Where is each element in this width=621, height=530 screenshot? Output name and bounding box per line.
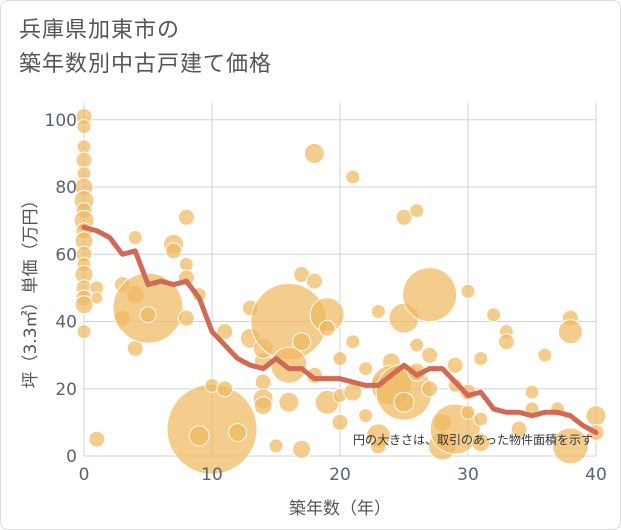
data-bubble [318,319,336,337]
data-bubble [305,272,323,290]
chart-title: 兵庫県加東市の 築年数別中古戸建て価格 [19,14,272,82]
tick-labels: 0 20 40 60 80 100 0 10 20 30 40 [45,111,607,485]
data-bubble [370,303,386,319]
data-bubble [497,333,515,351]
data-bubble [471,433,491,453]
data-bubble [345,334,361,350]
y-tick-label: 0 [66,447,77,467]
data-bubble [88,430,106,448]
data-bubble [303,142,325,164]
x-tick-label: 20 [329,465,351,485]
data-bubble [395,208,413,226]
data-bubble [369,437,387,455]
y-tick-label: 100 [45,111,77,131]
data-bubble [358,408,374,424]
x-tick-label: 30 [457,465,479,485]
data-bubble [524,384,540,400]
y-tick-label: 40 [55,313,77,333]
data-bubble [537,347,553,363]
data-bubble [409,203,425,219]
data-bubble [90,291,104,305]
data-bubble [421,346,439,364]
data-bubble [486,307,502,323]
data-bubble [292,332,312,352]
data-bubble [331,413,349,431]
data-bubble [216,380,234,398]
data-bubble [473,351,489,367]
data-bubble [76,119,92,135]
data-bubble [228,422,248,442]
y-axis-label: 坪（3.3㎡）単価（万円） [21,191,41,388]
data-bubble [358,361,374,377]
trend-layer [81,224,599,435]
data-bubble [178,256,194,272]
y-tick-label: 20 [55,380,77,400]
chart-title-line2: 築年数別中古戸建て価格 [19,52,273,77]
data-bubble [278,391,300,413]
x-tick-label: 0 [79,465,90,485]
data-bubble [268,438,284,454]
x-axis-label: 築年数（年） [289,499,391,519]
bubbles [73,107,607,475]
chart-title-line1: 兵庫県加東市の [19,18,181,43]
data-bubble [510,420,528,438]
data-bubble [76,324,92,340]
y-tick-label: 80 [55,178,77,198]
data-bubble [254,373,272,391]
data-bubble [270,346,308,384]
data-bubble [473,411,489,427]
data-bubble [460,283,476,299]
data-bubble [127,229,143,245]
data-bubble [177,309,195,327]
data-bubble [402,267,458,323]
data-bubble [253,396,273,416]
data-bubble [177,208,195,226]
data-bubble [188,425,210,447]
trend-line [81,224,599,435]
data-bubble [446,356,464,374]
data-bubble [585,405,607,427]
data-bubble [76,139,92,155]
x-tick-label: 10 [201,465,223,485]
data-bubble [551,427,589,465]
data-bubble [216,323,234,341]
data-bubble [409,337,425,353]
x-tick-label: 40 [585,465,607,485]
data-bubble [292,439,312,459]
data-bubble [165,242,183,260]
size-note: 円の大きさは、取引のあった物件面積を示す [353,432,593,447]
data-bubble [332,351,348,367]
data-bubble [139,306,157,324]
data-bubble [460,404,476,420]
data-bubble [393,391,415,413]
data-bubble [557,319,583,345]
data-bubble [75,151,93,169]
data-bubble [421,380,439,398]
y-tick-label: 60 [55,245,77,265]
data-bubble [345,169,361,185]
data-bubble [74,295,94,315]
